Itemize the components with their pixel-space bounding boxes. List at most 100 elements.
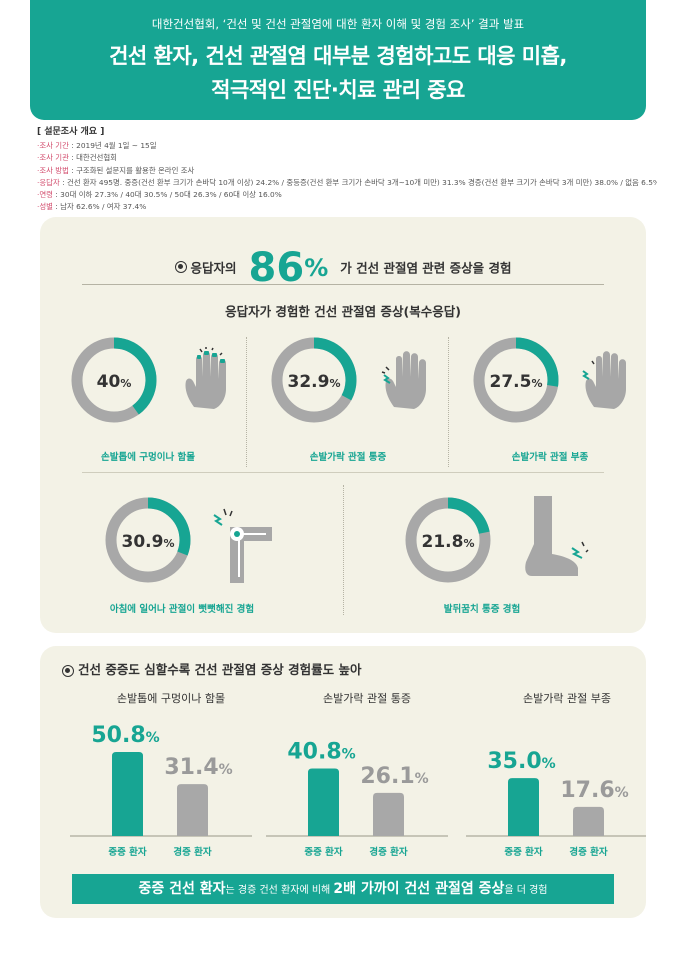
severity-title: 건선 중증도 심할수록 건선 관절염 증상 경험률도 높아 — [62, 659, 361, 678]
survey-dot: · — [37, 190, 40, 200]
bar-percent-sign: % — [146, 730, 160, 746]
divider — [448, 337, 449, 467]
symptom-label: 아침에 일어나 관절이 뻣뻣해진 경험 — [109, 604, 255, 615]
survey-dot: · — [37, 141, 40, 151]
bar-severe — [308, 768, 339, 836]
bar-value: 17.6 — [560, 778, 614, 803]
donut-slice — [271, 337, 357, 423]
symptom-label: 손발가락 관절 부종 — [511, 452, 589, 463]
respondent-line: 응답자의 86% 가 건선 관절염 관련 증상을 경험 — [40, 243, 646, 293]
bullet-icon — [174, 261, 187, 273]
survey-colon: : — [59, 177, 67, 187]
survey-key: 연령 — [39, 190, 53, 200]
symptom-label: 손발가락 관절 통증 — [309, 452, 387, 463]
survey-value: 구조화된 설문지를 활용한 온라인 조사 — [76, 165, 195, 175]
survey-row: ·성별 : 남자 62.6% / 여자 37.4% — [37, 201, 657, 213]
header-title-line1: 건선 환자, 건선 관절염 대부분 경험하고도 대응 미흡, — [109, 44, 567, 68]
survey-dot: · — [37, 202, 40, 212]
bar-percent-sign: % — [219, 762, 233, 778]
severity-title-text: 건선 중증도 심할수록 건선 관절염 증상 경험률도 높아 — [78, 662, 362, 677]
banner-text: 는 경증 건선 환자에 비해 — [225, 885, 334, 896]
survey-value: 2019년 4월 1일 ~ 15일 — [76, 141, 157, 151]
hand-swelling-icon — [580, 347, 640, 417]
bar-percent-sign: % — [415, 771, 429, 787]
bar-value-label: 50.8% — [91, 723, 159, 748]
symptoms-title: 응답자가 경험한 건선 관절염 증상(복수응답) — [225, 304, 461, 319]
survey-colon: : — [68, 141, 77, 151]
respondent-suffix: 가 건선 관절염 관련 증상을 경험 — [340, 260, 512, 276]
donut-slice — [71, 337, 157, 423]
bar-chart-svg: 50.8% 중증 환자 31.4% 경증 환자 40.8% 중증 환자 26.1% 경증 환자… — [70, 723, 646, 858]
bar-value: 50.8 — [91, 723, 145, 748]
bar-severe — [508, 778, 539, 836]
header-title-line2: 적극적인 진단·치료 관리 중요 — [211, 78, 465, 102]
hand-nails-icon — [180, 347, 240, 417]
donut-value-label: 40% — [97, 372, 132, 392]
survey-row: ·응답자 : 건선 환자 495명. 중증(건선 환부 크기가 손바닥 10개 … — [37, 177, 657, 189]
donut-percent-sign: % — [329, 377, 340, 390]
series-label: 경증 환자 — [369, 846, 408, 858]
donut-chart: 40% — [71, 337, 157, 423]
survey-value: 30대 이하 27.3% / 40대 30.5% / 50대 26.3% / 6… — [60, 190, 282, 200]
donut-percent-sign: % — [531, 377, 542, 390]
conclusion-banner: 중증 건선 환자는 경증 건선 환자에 비해 2배 가까이 건선 관절염 증상을… — [72, 874, 614, 904]
divider — [82, 284, 604, 285]
donut-chart: 21.8% — [405, 497, 491, 583]
survey-key: 조사 기간 — [39, 141, 69, 151]
bar-value: 26.1 — [360, 764, 414, 789]
survey-value: 남자 62.6% / 여자 37.4% — [60, 202, 147, 212]
bar-mild — [177, 784, 208, 836]
series-label: 중증 환자 — [108, 846, 147, 858]
survey-colon: : — [52, 190, 61, 200]
bullet-icon — [62, 664, 74, 677]
survey-dot: · — [37, 153, 40, 163]
donut-value: 40 — [97, 372, 121, 392]
heel-pain-icon — [512, 492, 592, 586]
donut-chart: 27.5% — [473, 337, 559, 423]
survey-title: [ 설문조사 개요 ] — [37, 127, 105, 137]
bar-severe — [112, 752, 143, 836]
survey-row: ·조사 기간 : 2019년 4월 1일 ~ 15일 — [37, 140, 657, 152]
donut-value-label: 21.8% — [422, 532, 475, 552]
donut-percent-sign: % — [163, 537, 174, 550]
donut-value: 30.9 — [122, 532, 164, 552]
survey-colon: : — [68, 153, 77, 163]
respondent-percent: 86% — [248, 243, 329, 291]
divider — [343, 485, 344, 615]
donut-value: 32.9 — [288, 372, 330, 392]
survey-row: ·연령 : 30대 이하 27.3% / 40대 30.5% / 50대 26.… — [37, 189, 657, 201]
bar-value-label: 40.8% — [287, 740, 355, 765]
banner-highlight: 중증 건선 환자 — [138, 881, 226, 897]
survey-key: 조사 기관 — [39, 153, 69, 163]
survey-dot: · — [37, 177, 40, 187]
bar-value: 40.8 — [287, 740, 341, 765]
survey-key: 조사 방법 — [39, 165, 69, 175]
survey-key: 성별 — [39, 202, 53, 212]
respondent-prefix: 응답자의 — [190, 260, 237, 276]
divider — [82, 472, 604, 473]
bar-mild — [573, 806, 604, 836]
header-subtitle: 대한건선협회, ‘건선 및 건선 관절염에 대한 환자 이해 및 경험 조사’ … — [151, 17, 525, 31]
hand-pain-icon — [380, 347, 440, 417]
symptom-label: 발뒤꿈치 통증 경험 — [443, 604, 521, 615]
donut-chart: 32.9% — [271, 337, 357, 423]
bar-group-title: 손발가락 관절 부종 — [523, 692, 611, 705]
survey-dot: · — [37, 165, 40, 175]
symptoms-panel: 응답자의 86% 가 건선 관절염 관련 증상을 경험 응답자가 경험한 건선 관절… — [40, 217, 646, 633]
respondent-percent-value: 86 — [248, 245, 305, 291]
bar-value-label: 31.4% — [164, 755, 232, 780]
bar-percent-sign: % — [542, 756, 556, 772]
divider — [246, 337, 247, 467]
bar-mild — [373, 792, 404, 836]
bar-value: 31.4 — [164, 755, 218, 780]
bar-group-title: 손발톱에 구멍이나 함몰 — [116, 692, 226, 705]
donut-value-label: 32.9% — [288, 372, 341, 392]
donut-value-label: 27.5% — [490, 372, 543, 392]
survey-row: ·조사 기관 : 대한건선협회 — [37, 152, 657, 164]
survey-value: 건선 환자 495명. 중증(건선 환부 크기가 손바닥 10개 이상) 24.… — [66, 177, 657, 187]
bar-value-label: 35.0% — [487, 749, 555, 774]
bar-value-label: 26.1% — [360, 764, 428, 789]
donut-slice — [105, 497, 191, 583]
header-banner: 대한건선협회, ‘건선 및 건선 관절염에 대한 환자 이해 및 경험 조사’ … — [30, 0, 646, 120]
bar-value: 35.0 — [487, 749, 541, 774]
